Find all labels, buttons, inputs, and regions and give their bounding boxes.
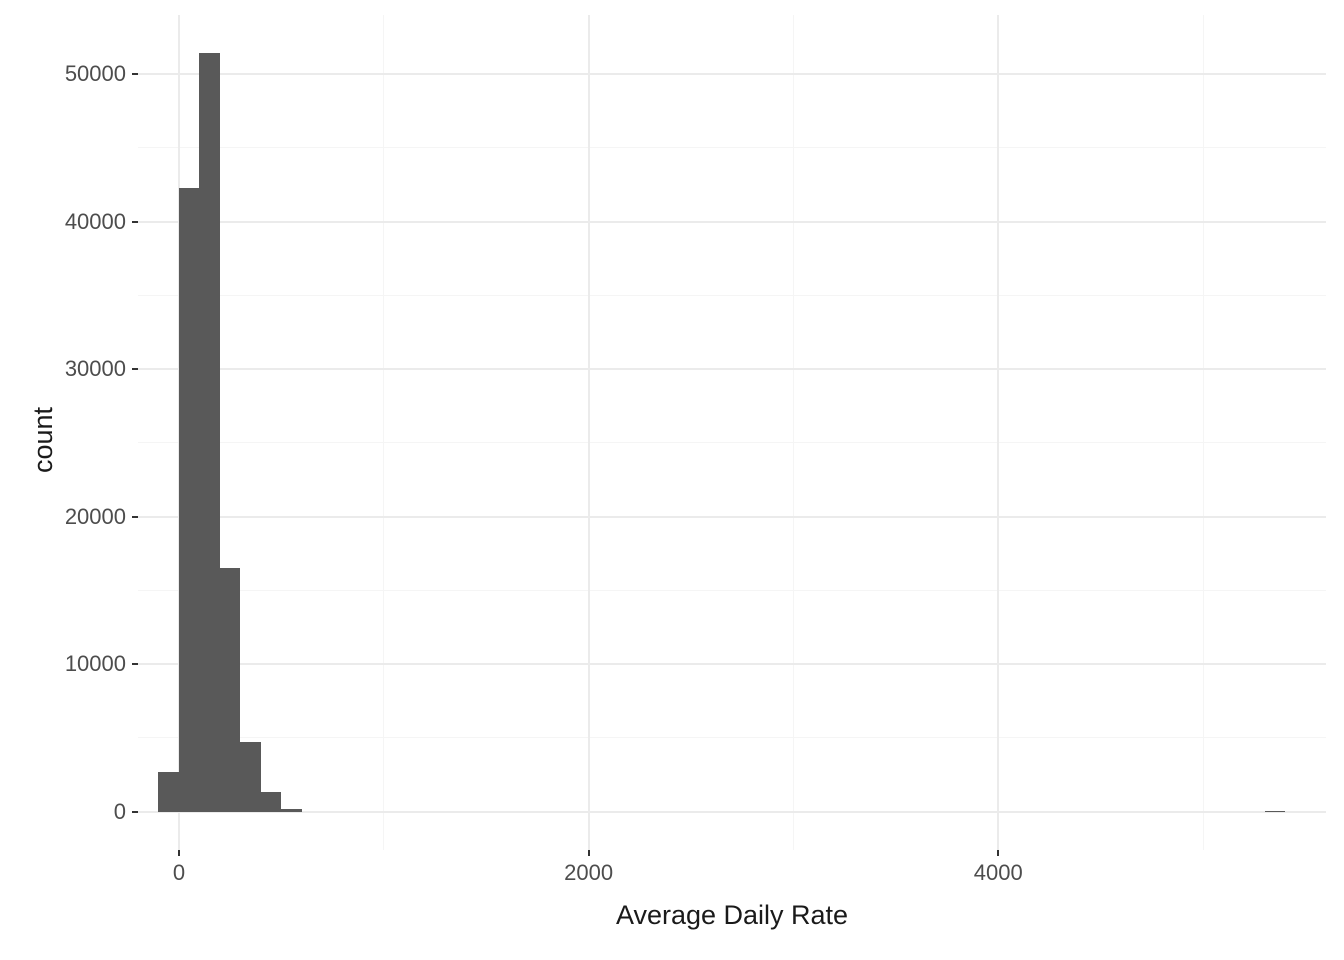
grid-minor-h xyxy=(138,442,1326,443)
histogram-bar xyxy=(220,568,240,811)
plot-panel xyxy=(138,15,1326,850)
grid-minor-h xyxy=(138,147,1326,148)
histogram-bar xyxy=(281,809,301,812)
grid-minor-h xyxy=(138,295,1326,296)
x-tick xyxy=(588,850,590,856)
y-axis-title: count xyxy=(30,406,57,472)
y-tick-label: 10000 xyxy=(65,653,126,675)
y-tick xyxy=(132,73,138,75)
histogram-bar xyxy=(158,772,178,812)
grid-major-v xyxy=(588,15,590,850)
grid-minor-v xyxy=(383,15,384,850)
y-tick-label: 0 xyxy=(114,801,126,823)
histogram-bar xyxy=(1265,811,1285,812)
grid-major-h xyxy=(138,663,1326,665)
y-tick-label: 30000 xyxy=(65,358,126,380)
x-axis-title: Average Daily Rate xyxy=(138,902,1326,929)
grid-minor-v xyxy=(793,15,794,850)
x-tick xyxy=(997,850,999,856)
histogram-chart: count Average Daily Rate 010000200003000… xyxy=(0,0,1344,960)
x-tick xyxy=(178,850,180,856)
histogram-bar xyxy=(240,742,260,811)
x-tick-label: 2000 xyxy=(549,862,629,884)
grid-major-h xyxy=(138,811,1326,813)
x-tick-label: 4000 xyxy=(958,862,1038,884)
x-tick-label: 0 xyxy=(139,862,219,884)
y-tick xyxy=(132,221,138,223)
y-tick-label: 20000 xyxy=(65,506,126,528)
histogram-bar xyxy=(199,53,219,811)
grid-major-h xyxy=(138,516,1326,518)
grid-major-v xyxy=(997,15,999,850)
grid-major-h xyxy=(138,368,1326,370)
histogram-bar xyxy=(179,188,199,812)
grid-minor-h xyxy=(138,737,1326,738)
grid-minor-v xyxy=(1203,15,1204,850)
grid-major-h xyxy=(138,73,1326,75)
y-tick xyxy=(132,368,138,370)
y-tick-label: 50000 xyxy=(65,63,126,85)
y-tick xyxy=(132,663,138,665)
y-tick xyxy=(132,811,138,813)
grid-major-h xyxy=(138,221,1326,223)
histogram-bar xyxy=(261,792,281,811)
y-tick xyxy=(132,516,138,518)
y-tick-label: 40000 xyxy=(65,211,126,233)
grid-minor-h xyxy=(138,590,1326,591)
